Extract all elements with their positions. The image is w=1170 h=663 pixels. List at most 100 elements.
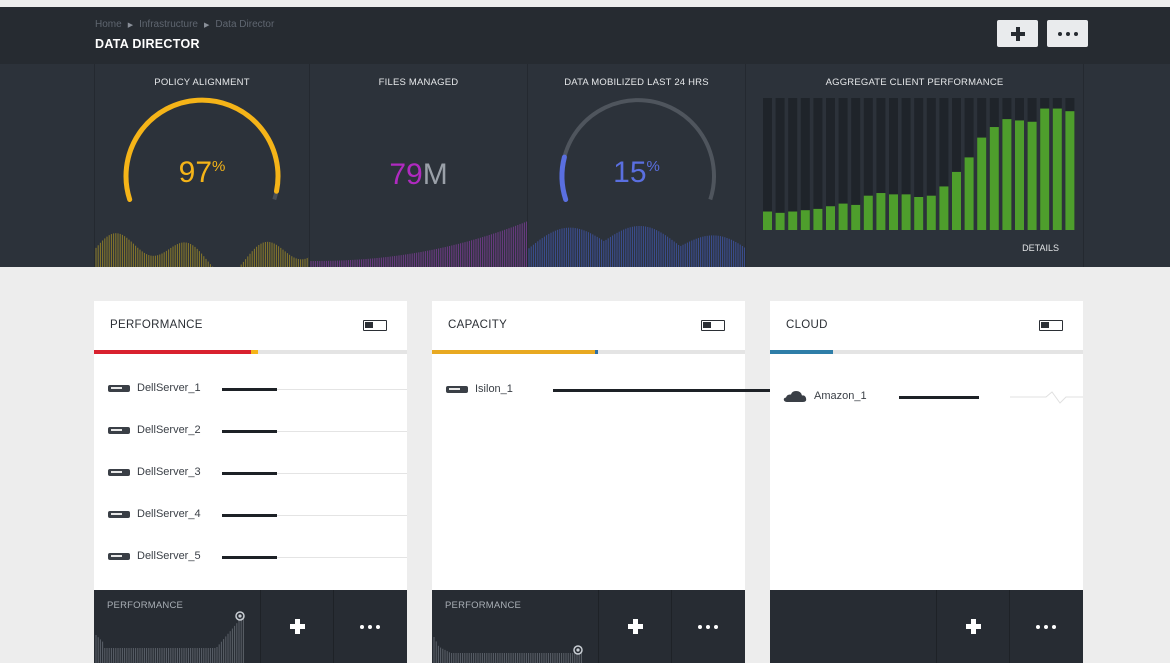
aggregate-bar <box>788 211 798 230</box>
capacity-footer-sparkline <box>433 637 583 663</box>
breadcrumb-current: Data Director <box>215 19 275 30</box>
performance-add-button[interactable] <box>261 590 333 663</box>
cloud-progress-fill <box>770 350 833 354</box>
aggregate-bar <box>1040 108 1050 230</box>
aggregate-bar-track <box>889 98 898 230</box>
aggregate-bar <box>775 212 785 230</box>
server-row-bar <box>222 514 278 517</box>
server-row-label: DellServer_3 <box>137 466 201 478</box>
files-managed-title: FILES MANAGED <box>378 77 459 88</box>
page-title: DATA DIRECTOR <box>95 37 200 51</box>
server-row-label: DellServer_2 <box>137 424 201 436</box>
capacity-progress-tip <box>594 350 598 354</box>
aggregate-bar <box>939 186 949 230</box>
performance-card: PERFORMANCE DellServer_1 DellServer_2 Dell… <box>94 301 407 663</box>
server-row[interactable]: DellServer_4 <box>94 506 407 526</box>
aggregate-bar-track <box>851 98 861 230</box>
server-icon <box>108 553 130 560</box>
server-row[interactable]: DellServer_1 <box>94 380 407 400</box>
aggregate-bar <box>851 204 861 230</box>
server-icon <box>108 385 130 392</box>
aggregate-bar <box>989 127 999 230</box>
aggregate-performance-title: AGGREGATE CLIENT PERFORMANCE <box>825 77 1004 88</box>
files-managed-unit: M <box>422 158 448 191</box>
server-row[interactable]: DellServer_2 <box>94 422 407 442</box>
aggregate-bar <box>863 195 873 230</box>
data-mobilized-panel[interactable]: DATA MOBILIZED LAST 24 HRS 15% <box>527 64 746 267</box>
data-mobilized-unit: % <box>646 158 660 175</box>
storage-row-bar <box>553 389 820 392</box>
data-mobilized-sparkline <box>528 225 746 267</box>
aggregate-bar <box>1052 108 1062 230</box>
data-mobilized-number: 15 <box>613 156 647 189</box>
data-mobilized-value: 15% <box>528 156 745 190</box>
aggregate-bar <box>1027 121 1037 230</box>
top-header: Home ▶ Infrastructure ▶ Data Director DA… <box>0 7 1170 64</box>
aggregate-performance-chart <box>763 98 1075 230</box>
server-row-bar <box>222 388 278 391</box>
performance-progress-tip <box>250 350 258 354</box>
plus-icon <box>1010 26 1025 41</box>
cloud-more-button[interactable] <box>1010 590 1082 663</box>
server-row-label: DellServer_5 <box>137 550 201 562</box>
aggregate-performance-panel[interactable]: AGGREGATE CLIENT PERFORMANCE DETAILS <box>745 64 1084 267</box>
server-row-bar <box>222 430 278 433</box>
capacity-more-button[interactable] <box>672 590 744 663</box>
storage-row[interactable]: Isilon_1 <box>432 381 820 401</box>
cloud-add-button[interactable] <box>937 590 1009 663</box>
aggregate-bar <box>914 197 924 230</box>
cloud-row[interactable]: Amazon_1 <box>770 388 1083 408</box>
server-row[interactable]: DellServer_3 <box>94 464 407 484</box>
aggregate-bar-track <box>939 98 949 230</box>
add-button[interactable] <box>997 20 1038 47</box>
files-managed-chart <box>310 221 528 267</box>
server-icon <box>108 469 130 476</box>
files-managed-value: 79M <box>310 158 527 192</box>
capacity-progress-fill <box>432 350 595 354</box>
policy-alignment-panel[interactable]: POLICY ALIGNMENT 97% <box>94 64 310 267</box>
aggregate-bar-track <box>952 98 961 230</box>
aggregate-bar <box>889 194 898 230</box>
storage-row-label: Isilon_1 <box>475 383 513 395</box>
aggregate-bar-track <box>876 98 886 230</box>
aggregate-bar <box>1015 120 1024 230</box>
breadcrumb-infrastructure[interactable]: Infrastructure <box>139 19 198 30</box>
aggregate-bar <box>813 208 823 230</box>
aggregate-bar <box>838 203 848 230</box>
files-managed-sparkline <box>310 221 528 267</box>
policy-alignment-sparkline <box>95 233 310 267</box>
capacity-footer-label: PERFORMANCE <box>445 600 522 611</box>
aggregate-bar <box>763 211 772 230</box>
server-row[interactable]: DellServer_5 <box>94 548 407 568</box>
aggregate-bar-track <box>926 98 936 230</box>
capacity-progress <box>432 350 745 354</box>
performance-more-button[interactable] <box>334 590 406 663</box>
breadcrumb-home[interactable]: Home <box>95 19 122 30</box>
data-mobilized-arc <box>559 154 569 202</box>
policy-alignment-title: POLICY ALIGNMENT <box>154 77 250 88</box>
aggregate-bar <box>964 157 974 230</box>
aggregate-bar <box>1002 119 1012 230</box>
breadcrumb-separator-icon: ▶ <box>204 21 210 29</box>
policy-alignment-gauge <box>95 97 310 267</box>
server-row-bar <box>222 556 278 559</box>
toggle-icon[interactable] <box>701 320 725 331</box>
policy-alignment-unit: % <box>212 158 226 175</box>
toggle-icon[interactable] <box>1039 320 1063 331</box>
data-mobilized-title: DATA MOBILIZED LAST 24 HRS <box>564 77 709 88</box>
server-icon <box>108 511 130 518</box>
cloud-card-footer <box>770 590 1083 663</box>
files-managed-panel[interactable]: FILES MANAGED 79M <box>309 64 528 267</box>
aggregate-bar-track <box>863 98 873 230</box>
performance-progress-fill <box>94 350 251 354</box>
ellipsis-icon <box>1057 31 1078 36</box>
details-link[interactable]: DETAILS <box>1022 243 1059 253</box>
aggregate-bar-track <box>826 98 835 230</box>
capacity-add-button[interactable] <box>599 590 671 663</box>
aggregate-bar <box>977 137 987 230</box>
toggle-icon[interactable] <box>363 320 387 331</box>
stats-band: POLICY ALIGNMENT 97% FILES MANAGED 79M D… <box>0 64 1170 267</box>
capacity-card-title: CAPACITY <box>448 319 508 331</box>
performance-progress <box>94 350 407 354</box>
more-options-button[interactable] <box>1047 20 1088 47</box>
